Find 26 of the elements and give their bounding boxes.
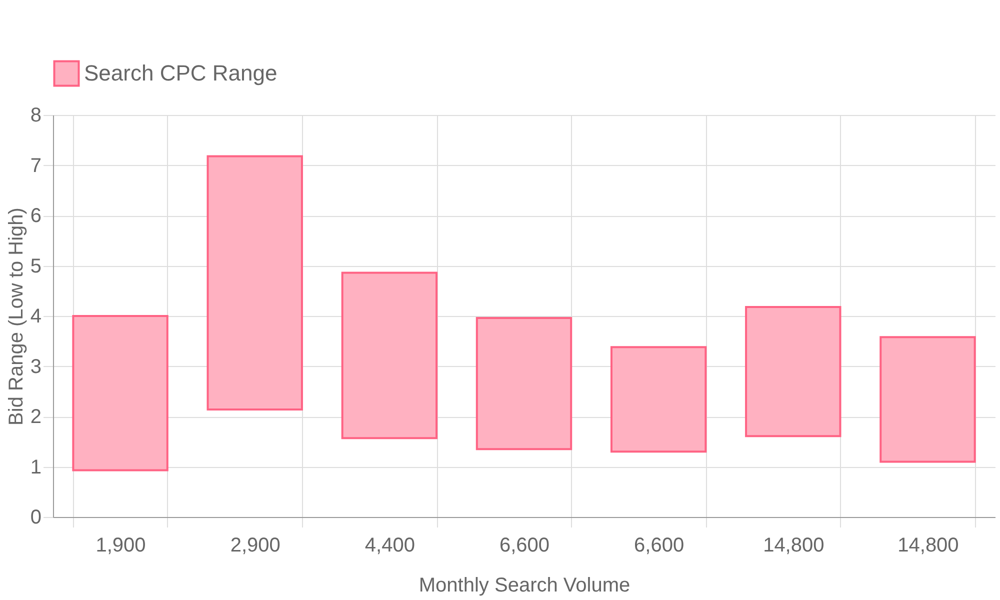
y-tick-label: 7 bbox=[30, 154, 42, 177]
x-tick-label: 1,900 bbox=[96, 534, 146, 556]
legend-label: Search CPC Range bbox=[84, 60, 278, 86]
x-tick-label: 6,600 bbox=[634, 534, 684, 556]
y-tick-label: 1 bbox=[30, 456, 42, 478]
bar bbox=[880, 336, 976, 463]
y-tick-label: 8 bbox=[30, 104, 42, 126]
bar bbox=[72, 315, 168, 472]
x-tick-label: 4,400 bbox=[364, 534, 415, 556]
x-tick-label: 2,900 bbox=[230, 534, 280, 556]
y-tick-label: 6 bbox=[30, 205, 42, 227]
y-tick-label: 3 bbox=[30, 356, 42, 378]
x-tick-label: 14,800 bbox=[763, 534, 824, 556]
y-tick-label: 0 bbox=[30, 506, 42, 528]
x-axis-title: Monthly Search Volume bbox=[418, 574, 630, 596]
bar bbox=[476, 317, 572, 450]
bar bbox=[745, 306, 842, 438]
bar bbox=[610, 346, 707, 453]
y-axis-title: Bid Range (Low to High) bbox=[5, 208, 28, 426]
y-tick-label: 2 bbox=[30, 406, 42, 428]
bar bbox=[206, 155, 303, 410]
y-tick-label: 4 bbox=[30, 306, 42, 328]
bar bbox=[341, 272, 438, 440]
x-tick-label: 14,800 bbox=[898, 534, 959, 556]
y-tick-label: 5 bbox=[30, 255, 42, 278]
x-tick-label: 6,600 bbox=[499, 534, 550, 556]
